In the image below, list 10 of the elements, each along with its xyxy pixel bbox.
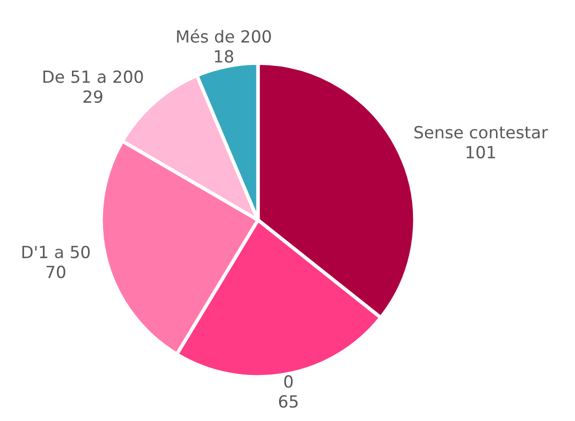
slice-label: D'1 a 50 <box>22 246 90 258</box>
data-label: 101 <box>466 146 496 158</box>
data-label: 18 <box>214 50 234 63</box>
data-label: 29 <box>84 90 102 103</box>
slice-label: De 51 a 200 <box>43 70 143 83</box>
data-label: 65 <box>279 395 298 408</box>
slice-label: 0 <box>284 375 293 388</box>
slice-label: Sense contestar <box>414 126 548 139</box>
data-label: 70 <box>46 266 66 278</box>
slice-label: Més de 200 <box>177 29 271 43</box>
